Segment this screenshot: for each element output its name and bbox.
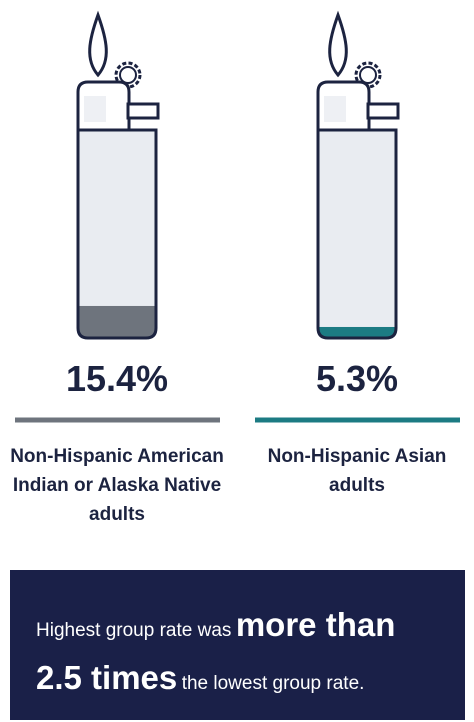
flame — [328, 10, 348, 78]
lighter-outline — [76, 128, 158, 340]
slider — [126, 102, 160, 120]
flame — [88, 10, 108, 78]
callout-line: 2.5 times the lowest group rate. — [36, 655, 465, 708]
lighter-body — [318, 130, 396, 338]
category-label: Non-Hispanic American Indian or Alaska N… — [10, 446, 224, 525]
callout-line: Highest group rate was more than — [36, 602, 465, 655]
callout: Highest group rate was more than 2.5 tim… — [10, 570, 465, 720]
lighter-outline — [316, 128, 398, 340]
head-window — [324, 96, 346, 122]
lighter-body — [78, 130, 156, 338]
head-window — [84, 96, 106, 122]
fill-level — [78, 305, 156, 338]
gear-inner — [119, 66, 137, 84]
callout-emphasis: 2.5 times — [36, 659, 178, 696]
slider — [366, 102, 400, 120]
fill-level — [318, 326, 396, 338]
gear-inner — [359, 66, 377, 84]
value-label: 15.4% — [65, 358, 169, 399]
callout-text: Highest group rate was — [36, 620, 232, 641]
chart — [15, 10, 460, 423]
value-label: 5.3% — [315, 358, 399, 399]
callout-emphasis: more than — [235, 606, 396, 643]
callout-text: the lowest group rate. — [181, 673, 365, 694]
category-label: Non-Hispanic Asian adults — [267, 446, 447, 496]
